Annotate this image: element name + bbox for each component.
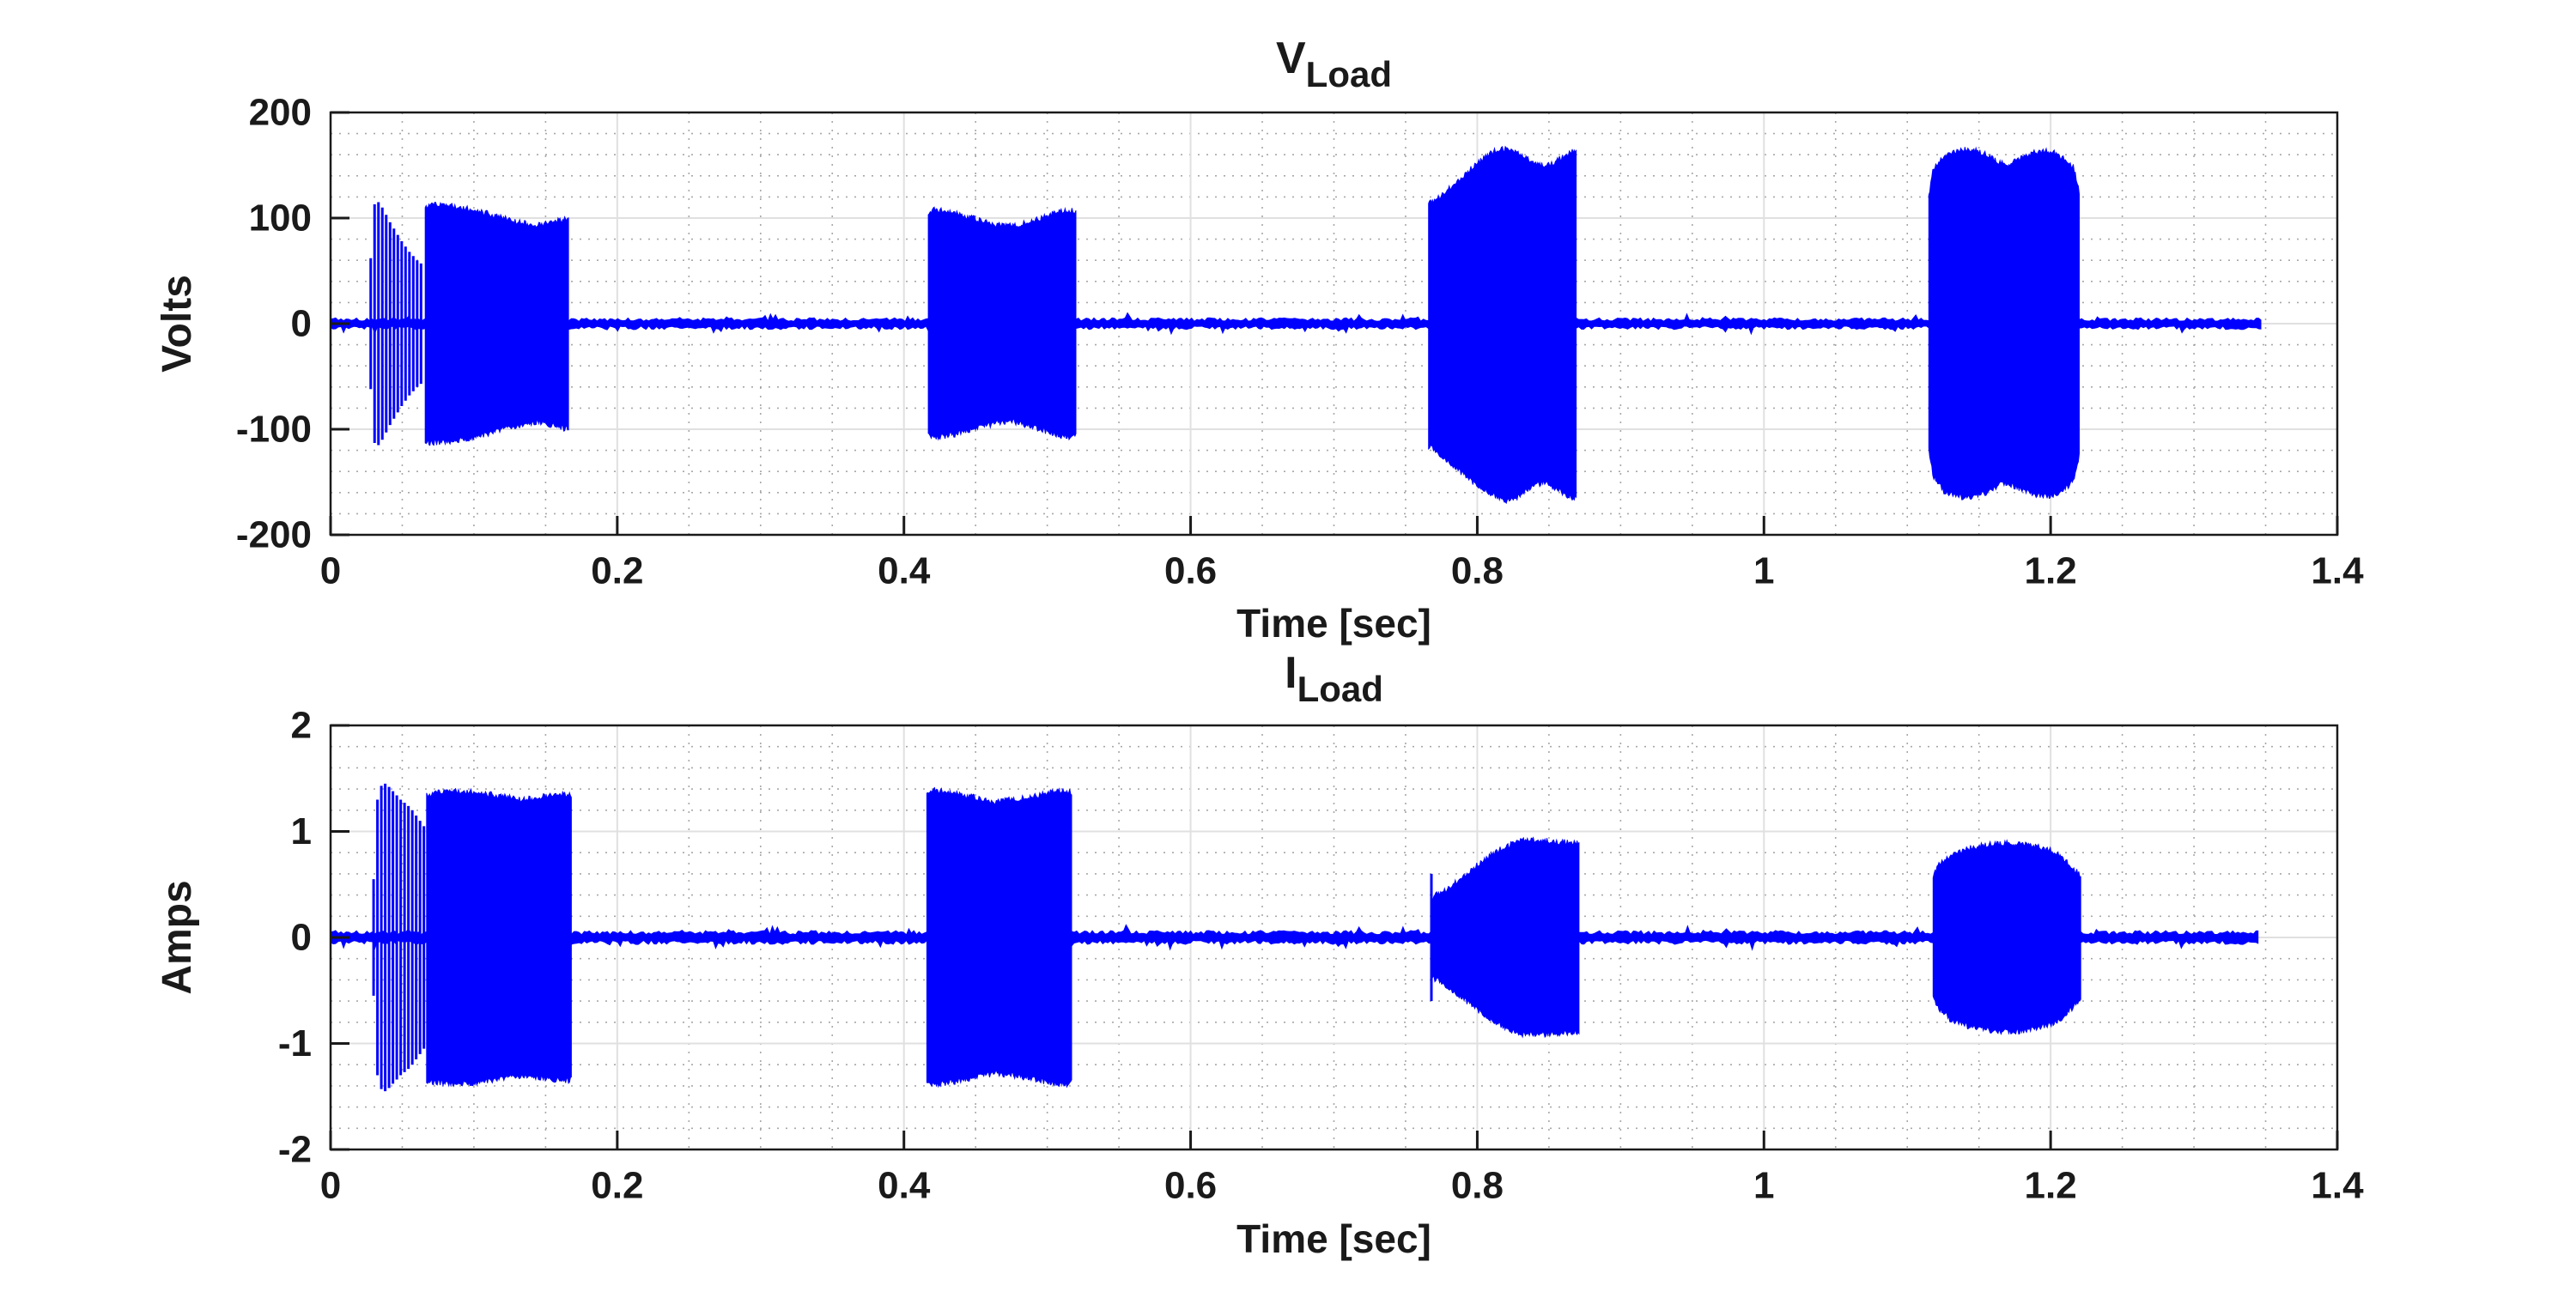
svg-text:1.2: 1.2 [2025,1165,2077,1207]
svg-text:-1: -1 [278,1022,312,1065]
iload-title: ILoad [331,648,2337,707]
svg-text:1: 1 [291,810,312,852]
svg-text:0.6: 0.6 [1164,1165,1217,1207]
svg-text:1: 1 [1753,550,1774,592]
svg-text:0.2: 0.2 [591,550,643,592]
svg-text:200: 200 [249,92,312,134]
svg-text:1: 1 [1753,1165,1774,1207]
svg-text:0.8: 0.8 [1451,1165,1504,1207]
svg-text:1.2: 1.2 [2025,550,2077,592]
vload-title: VLoad [331,33,2337,93]
svg-text:0: 0 [320,550,341,592]
svg-text:0.4: 0.4 [878,550,931,592]
svg-text:0.4: 0.4 [878,1165,931,1207]
svg-text:2: 2 [291,705,312,747]
iload-title-main: I [1285,648,1297,698]
vload-title-subscript: Load [1305,54,1392,94]
iload-title-subscript: Load [1297,669,1383,709]
svg-text:-100: -100 [236,409,312,451]
svg-text:-2: -2 [278,1129,312,1171]
svg-text:0: 0 [291,917,312,959]
svg-text:1.4: 1.4 [2311,1165,2364,1207]
vload-x-axis-label: Time [sec] [1236,601,1431,646]
svg-text:0.2: 0.2 [591,1165,643,1207]
svg-text:1.4: 1.4 [2311,550,2364,592]
iload-x-axis-label: Time [sec] [1236,1216,1431,1261]
svg-text:0: 0 [291,303,312,345]
svg-text:0: 0 [320,1165,341,1207]
svg-text:0.8: 0.8 [1451,550,1504,592]
svg-text:0.6: 0.6 [1164,550,1217,592]
svg-text:100: 100 [249,197,312,240]
vload-title-main: V [1275,33,1306,83]
svg-text:-200: -200 [236,514,312,556]
